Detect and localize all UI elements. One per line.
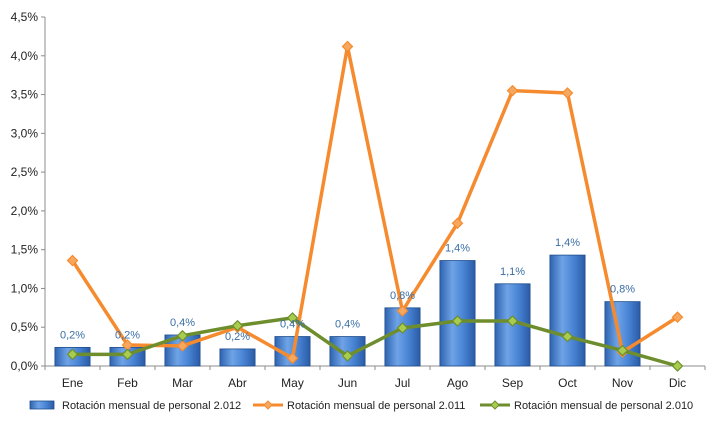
point-2011-jun [341,40,354,53]
x-tick-label-may: May [281,376,304,390]
bar-oct [549,254,586,367]
data-label-may: 0,4% [280,319,305,331]
legend-marker-2010 [490,400,500,410]
data-label-mar: 0,4% [170,317,195,329]
point-2011-jul [396,305,409,317]
point-2010-ago [451,315,464,327]
point-2011-mar [176,339,189,352]
bar-abr [219,348,256,367]
x-tick-label-abr: Abr [228,376,247,390]
point-2011-dic [671,311,684,323]
x-tick-label-mar: Mar [172,376,193,390]
point-2011-ene [66,254,79,267]
data-label-feb: 0,2% [115,329,140,341]
data-label-sep: 1,1% [500,266,525,278]
y-tick-label: 0,0% [11,359,39,373]
legend-marker-2011 [263,400,273,410]
y-tick-label: 1,5% [11,243,39,257]
point-2010-jun [341,350,354,362]
x-tick-label-ago: Ago [447,376,469,390]
series-line-2011 [71,44,679,360]
legend-label-2010: Rotación mensual de personal 2.010 [514,400,693,412]
y-tick-label: 2,5% [11,165,39,179]
point-2010-feb [121,348,134,361]
y-tick-label: 1,0% [11,281,39,295]
y-tick-label: 3,0% [11,126,39,140]
x-tick-label-sep: Sep [502,376,524,390]
point-2011-may [286,352,299,365]
y-tick-label: 4,0% [11,49,39,63]
data-label-nov: 0,8% [610,284,635,296]
data-label-abr: 0,2% [225,331,250,343]
x-tick-label-feb: Feb [117,376,138,390]
point-2010-nov [616,344,629,357]
data-label-oct: 1,4% [555,237,580,249]
legend-label-2012: Rotación mensual de personal 2.012 [62,400,241,412]
y-tick-label: 4,5% [11,10,39,24]
x-tick-label-jun: Jun [338,376,357,390]
x-tick-label-ene: Ene [62,376,84,390]
data-label-ago: 1,4% [445,243,470,255]
point-2010-abr [231,319,244,332]
y-tick-label: 0,5% [11,320,39,334]
x-tick-label-dic: Dic [669,376,686,390]
y-tick-label: 2,0% [11,204,39,218]
point-2010-oct [561,330,574,343]
x-tick-label-nov: Nov [612,376,633,390]
x-tick-label-jul: Jul [395,376,410,390]
bar-ago [439,260,476,367]
line-series [66,40,684,372]
axes: 0,0% 0,5% 1,0% 1,5% 2,0% 2,5% 3,0% 3,5% 4,0% 4,5%… [11,10,706,390]
point-2010-sep [506,315,519,327]
y-tick-label: 3,5% [11,88,39,102]
x-tick-label-oct: Oct [558,376,577,390]
data-label-ene: 0,2% [60,329,85,341]
legend-label-2011: Rotación mensual de personal 2.011 [287,400,465,412]
legend-swatch-2012 [29,400,55,410]
point-2010-dic [671,360,684,372]
data-labels: 0,2% 0,2% 0,4% 0,2% 0,4% 0,4% 0,8% 1,4% 1,1% 1,4%… [60,237,635,343]
point-2010-ene [66,348,79,361]
point-2010-jul [396,322,409,334]
point-2011-sep [506,84,519,97]
data-label-jul: 0,8% [390,290,415,302]
point-2011-ago [451,217,464,230]
series-line-2010 [72,316,678,368]
point-2011-oct [561,87,574,99]
data-label-jun: 0,4% [335,319,360,331]
point-2010-mar [176,329,189,342]
legend: Rotación mensual de personal 2.012 Rotaci… [29,400,693,412]
point-2010-may [286,312,299,324]
